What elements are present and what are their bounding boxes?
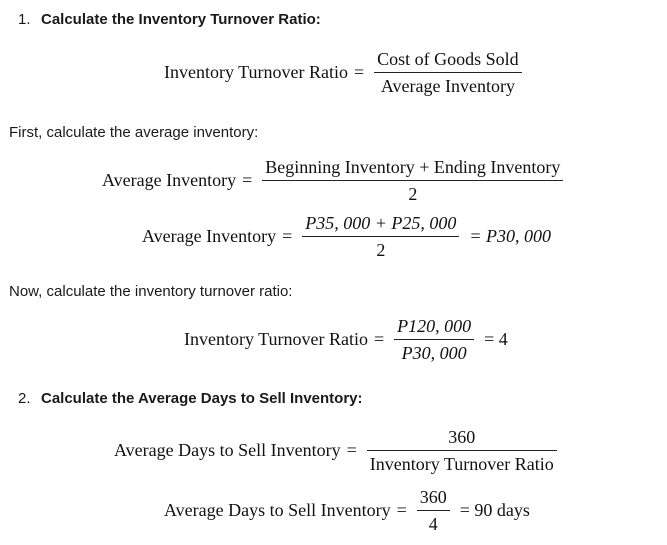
fraction-bar [416,510,450,511]
formula-average-inventory-definition: Average Inventory = Beginning Inventory … [102,156,567,205]
formula-5-equals: = [346,440,357,460]
formula-4-denominator: P30, 000 [401,343,467,363]
formula-6-equals: = [396,500,407,520]
formula-2-denominator: 2 [408,184,418,204]
fraction-bar [366,450,557,451]
formula-3-lhs: Average Inventory [142,226,277,246]
formula-4-result: = 4 [484,329,508,349]
formula-average-inventory-calculation: Average Inventory = P35, 000 + P25, 000 … [142,212,551,261]
formula-3-result: = P30, 000 [469,226,552,246]
formula-2-equals: = [242,170,253,190]
formula-5-denominator: Inventory Turnover Ratio [369,454,554,474]
formula-1-numerator: Cost of Goods Sold [377,49,519,69]
formula-inventory-turnover-calculation: Inventory Turnover Ratio = P120, 000 P30… [184,315,508,364]
step-2-number: 2. [18,390,31,407]
formula-1-denominator: Average Inventory [380,76,515,96]
formula-inventory-turnover-definition: Inventory Turnover Ratio = Cost of Goods… [164,48,526,97]
text-now-calculate-turnover: Now, calculate the inventory turnover ra… [9,283,293,300]
formula-4-numerator: P120, 000 [397,316,472,336]
text-first-calculate-average: First, calculate the average inventory: [9,124,259,141]
formula-6-fraction: 360 4 [416,486,450,535]
formula-4-fraction: P120, 000 P30, 000 [394,315,475,364]
formula-5-lhs: Average Days to Sell Inventory [114,440,341,460]
formula-6-numerator: 360 [419,487,447,507]
formula-1-fraction: Cost of Goods Sold Average Inventory [374,48,522,97]
formula-2-fraction: Beginning Inventory + Ending Inventory 2 [262,156,564,205]
formula-3-fraction: P35, 000 + P25, 000 2 [302,212,460,261]
formula-average-days-definition: Average Days to Sell Inventory = 360 Inv… [114,426,561,475]
formula-1-lhs: Inventory Turnover Ratio [164,62,348,82]
formula-1-equals: = [354,62,365,82]
formula-6-denominator: 4 [428,514,438,534]
formula-2-lhs: Average Inventory [102,170,237,190]
step-1-number: 1. [18,11,31,28]
step-2-heading: Calculate the Average Days to Sell Inven… [41,390,363,407]
formula-2-numerator: Beginning Inventory + Ending Inventory [265,157,561,177]
formula-4-equals: = [374,329,385,349]
formula-5-fraction: 360 Inventory Turnover Ratio [366,426,557,475]
formula-average-days-calculation: Average Days to Sell Inventory = 360 4 =… [164,486,530,535]
formula-3-denominator: 2 [376,240,386,260]
formula-3-numerator: P35, 000 + P25, 000 [305,213,457,233]
formula-3-equals: = [282,226,293,246]
fraction-bar [394,339,475,340]
formula-4-lhs: Inventory Turnover Ratio [184,329,368,349]
fraction-bar [374,72,522,73]
formula-5-numerator: 360 [448,427,476,447]
formula-6-result: = 90 days [459,500,530,520]
fraction-bar [302,236,460,237]
formula-6-lhs: Average Days to Sell Inventory [164,500,391,520]
step-1-heading: Calculate the Inventory Turnover Ratio: [41,11,321,28]
fraction-bar [262,180,564,181]
